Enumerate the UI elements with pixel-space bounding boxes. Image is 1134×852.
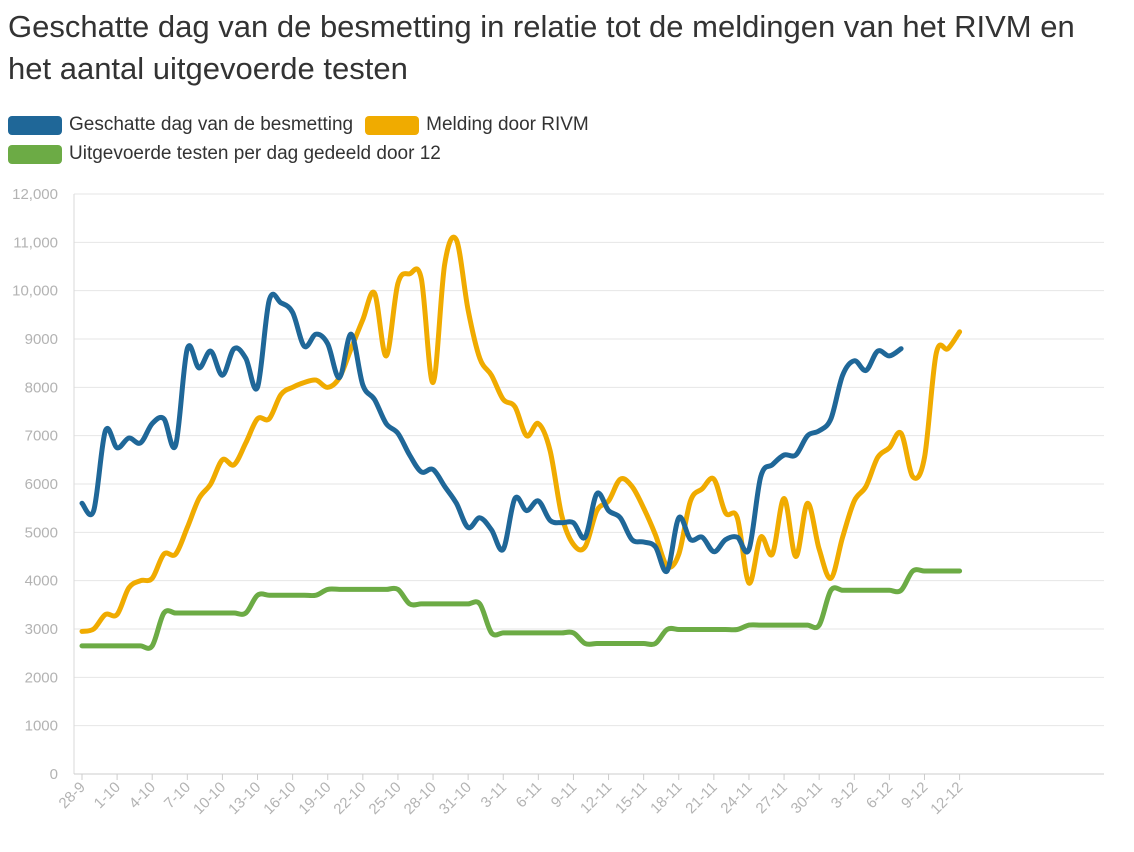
y-tick-label: 11,000: [13, 234, 58, 251]
x-tick-label: 12-11: [577, 779, 615, 817]
y-tick-label: 2000: [25, 669, 58, 686]
x-tick-label: 6-11: [513, 779, 545, 811]
x-tick-label: 3-11: [478, 779, 510, 811]
series-line-rivm: [79, 234, 963, 634]
x-tick-label: 31-10: [436, 779, 475, 818]
x-tick-label: 13-10: [225, 779, 264, 818]
legend-row-2: Uitgevoerde testen per dag gedeeld door …: [8, 141, 908, 167]
x-tick-label: 28-10: [401, 779, 440, 818]
y-tick-label: 0: [50, 766, 58, 783]
legend-swatch-besmetting: [8, 115, 62, 135]
y-tick-label: 1000: [25, 718, 58, 735]
x-tick-label: 3-12: [828, 779, 861, 812]
y-tick-label: 7000: [25, 428, 58, 445]
y-tick-label: 10,000: [12, 283, 58, 300]
x-tick-label: 22-10: [330, 779, 369, 818]
x-tick-label: 4-10: [126, 779, 159, 812]
x-tick-label: 6-12: [863, 779, 896, 812]
y-tick-label: 5000: [25, 524, 58, 541]
legend-item-rivm[interactable]: Melding door RIVM: [365, 114, 589, 136]
legend-label-rivm: Melding door RIVM: [426, 114, 589, 135]
y-tick-label: 6000: [25, 476, 58, 493]
series-line-testen: [79, 567, 963, 651]
x-tick-label: 9-11: [548, 779, 580, 811]
x-tick-label: 15-11: [612, 779, 650, 817]
x-tick-label: 24-11: [717, 779, 755, 817]
y-tick-label: 12,000: [12, 186, 58, 203]
x-tick-label: 18-11: [647, 779, 685, 817]
y-tick-label: 4000: [25, 573, 58, 590]
chart-title: Geschatte dag van de besmetting in relat…: [8, 9, 1075, 86]
legend-item-besmetting[interactable]: Geschatte dag van de besmetting: [8, 114, 353, 136]
legend: Geschatte dag van de besmetting Melding …: [8, 112, 908, 170]
legend-label-besmetting: Geschatte dag van de besmetting: [69, 114, 354, 135]
x-tick-label: 30-11: [788, 779, 826, 817]
y-tick-label: 3000: [25, 621, 58, 638]
x-tick-label: 12-12: [927, 779, 966, 818]
x-tick-label: 7-10: [161, 779, 194, 812]
x-tick-label: 9-12: [898, 779, 931, 812]
y-tick-label: 9000: [25, 331, 58, 348]
x-tick-label: 27-11: [753, 779, 791, 817]
legend-swatch-testen: [8, 144, 62, 164]
series-line-besmetting: [79, 291, 904, 575]
legend-row-1: Geschatte dag van de besmetting Melding …: [8, 112, 908, 138]
x-tick-label: 10-10: [190, 779, 229, 818]
legend-item-testen[interactable]: Uitgevoerde testen per dag gedeeld door …: [8, 143, 441, 165]
x-tick-label: 21-11: [682, 779, 720, 817]
x-tick-label: 19-10: [295, 779, 334, 818]
legend-swatch-rivm: [365, 115, 420, 135]
y-tick-label: 8000: [25, 379, 58, 396]
x-tick-label: 28-9: [56, 779, 89, 812]
x-tick-label: 1-10: [91, 779, 124, 812]
legend-label-testen: Uitgevoerde testen per dag gedeeld door …: [69, 143, 441, 164]
x-tick-label: 25-10: [366, 779, 405, 818]
x-tick-label: 16-10: [260, 779, 299, 818]
